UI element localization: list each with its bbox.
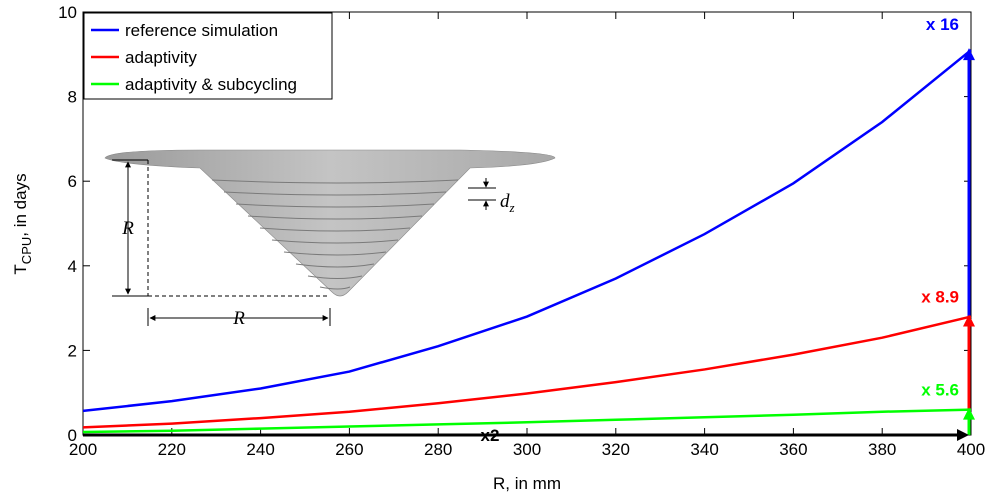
x-tick-label: 280 [424,440,452,459]
legend-label: reference simulation [125,21,278,40]
x-tick-label: 380 [868,440,896,459]
x-tick-label: 360 [779,440,807,459]
y-axis-label: TCPU, in days [11,173,34,274]
x-tick-label: 400 [957,440,985,459]
y-tick-label: 10 [58,3,77,22]
annotation: x 5.6 [921,381,959,400]
annotation: x 8.9 [921,288,959,307]
annotation: x2 [481,426,500,445]
y-tick-label: 4 [68,257,77,276]
inset-label: R [121,218,134,239]
series-line [83,317,971,428]
chart: R R dz R, in mm TCPU, in days 2002202402… [0,0,1000,497]
x-axis-label: R, in mm [493,474,561,493]
legend-label: adaptivity & subcycling [125,75,297,94]
legend-label: adaptivity [125,48,197,67]
x-tick-label: 300 [513,440,541,459]
inset-label: R [232,308,245,329]
series-line [83,50,971,411]
inset-drawing: R R dz [105,150,555,329]
y-tick-label: 6 [68,172,77,191]
y-tick-label: 0 [68,426,77,445]
x-tick-label: 340 [690,440,718,459]
annotation: x 16 [926,15,959,34]
x-tick-label: 240 [246,440,274,459]
x-tick-label: 320 [602,440,630,459]
y-tick-label: 2 [68,341,77,360]
inset-label: dz [500,191,515,215]
legend: reference simulation adaptivity adaptivity… [84,13,332,99]
y-tick-label: 8 [68,88,77,107]
x-tick-label: 260 [335,440,363,459]
x-tick-label: 220 [158,440,186,459]
